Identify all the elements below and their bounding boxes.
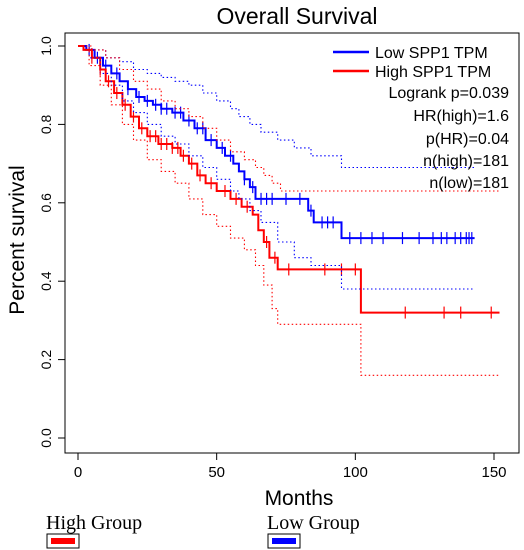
stat-p-hr: p(HR)=0.04 <box>426 131 509 148</box>
group-label-high: High Group <box>46 512 142 534</box>
x-axis-title: Months <box>265 487 334 510</box>
y-tick-label: 0.6 <box>38 193 54 213</box>
x-axis: 0 50 100 150 <box>74 452 507 481</box>
y-axis-title: Percent survival <box>6 165 29 314</box>
confidence-band-line <box>78 45 475 290</box>
y-tick-label: 1.0 <box>38 36 54 56</box>
group-swatch-high <box>51 538 75 544</box>
stat-hr: HR(high)=1.6 <box>413 108 509 125</box>
stats-block: Logrank p=0.039 HR(high)=1.6 p(HR)=0.04 … <box>388 85 509 192</box>
x-tick-label: 50 <box>208 464 225 481</box>
group-swatch-low <box>272 538 296 544</box>
series-layer <box>78 43 500 376</box>
stat-n-high: n(high)=181 <box>423 153 509 170</box>
stat-logrank: Logrank p=0.039 <box>388 85 509 102</box>
chart-title: Overall Survival <box>216 3 377 29</box>
y-tick-label: 0.4 <box>38 271 54 291</box>
survival-curve <box>78 45 500 314</box>
confidence-band-line <box>78 45 500 192</box>
y-tick-label: 0.8 <box>38 114 54 134</box>
y-axis: 0.0 0.2 0.4 0.6 0.8 1.0 <box>38 36 66 448</box>
legend-label-high: High SPP1 TPM <box>375 64 491 81</box>
x-tick-label: 100 <box>343 464 368 481</box>
y-tick-label: 0.2 <box>38 350 54 370</box>
legend-label-low: Low SPP1 TPM <box>375 45 488 62</box>
x-tick-label: 0 <box>74 464 82 481</box>
y-tick-label: 0.0 <box>38 428 54 448</box>
stat-n-low: n(low)=181 <box>429 175 509 192</box>
legend: Low SPP1 TPM High SPP1 TPM <box>333 45 491 81</box>
x-tick-label: 150 <box>481 464 506 481</box>
group-legend: High Group Low Group <box>46 512 360 549</box>
group-label-low: Low Group <box>267 512 360 534</box>
